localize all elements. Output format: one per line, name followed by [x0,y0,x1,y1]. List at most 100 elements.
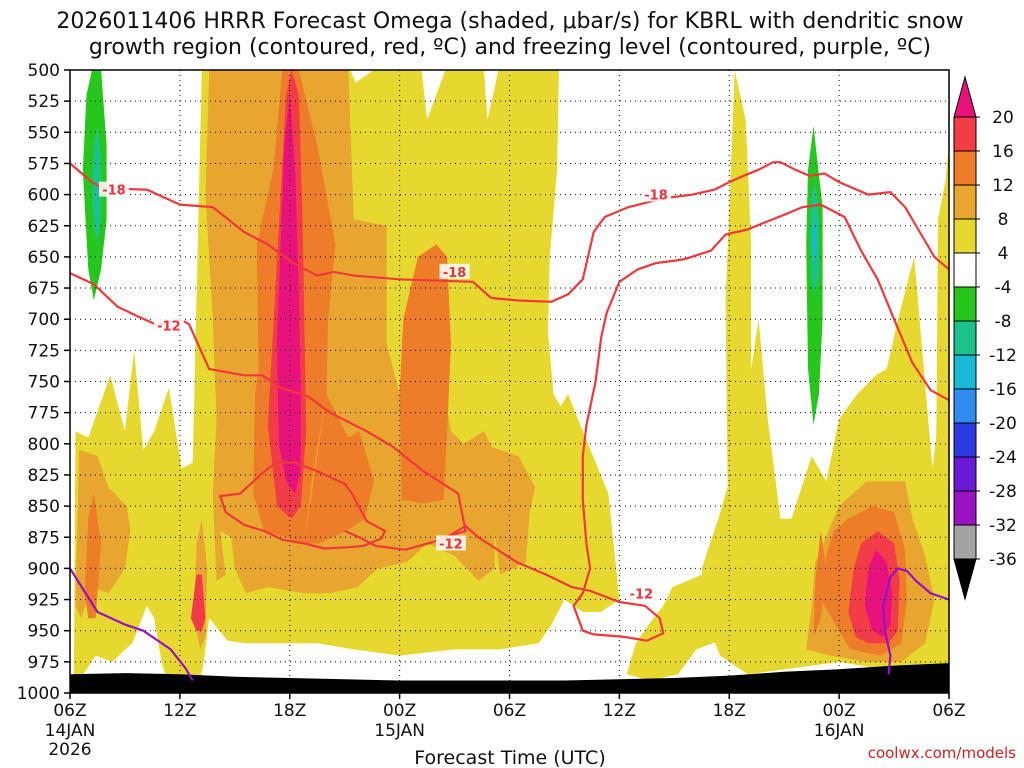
colorbar-label: -8 [995,312,1012,332]
y-tick-label: 1000 [17,684,60,704]
y-tick-label: 800 [28,435,60,455]
y-tick-label: 675 [28,279,60,299]
y-tick-label: 525 [28,92,60,112]
x-date-label: 14JAN [45,721,96,741]
colorbar-bottom-arrow [953,558,977,601]
colorbar-band [953,286,977,322]
x-date-label: 15JAN [374,721,425,741]
colorbar-label: 12 [992,176,1014,196]
y-tick-label: 850 [28,497,60,517]
plot-area: -18 -12 -18 -18 -12 -12 [69,69,950,694]
colorbar-label: 20 [992,108,1014,128]
y-tick-label: 500 [28,61,60,81]
y-tick-label: 950 [28,622,60,642]
contour-label: -12 [157,319,181,334]
x-tick-label: 18Z [273,701,306,721]
omega-orange-lower [304,394,374,544]
colorbar-label: -20 [989,414,1017,434]
y-tick-label: 825 [28,466,60,486]
omega-orange-mid [399,244,451,504]
omega-magenta-right [864,549,893,637]
colorbar: 20 16 12 8 4 -4 -8 -12 -16 -20 -24 -28 -32 -36 [953,75,1017,601]
y-tick-label: 575 [28,154,60,174]
credit-text: coolwx.com/models [868,744,1016,762]
colorbar-band [953,354,977,390]
omega-red-left-small [190,574,206,631]
contour-labels: -18 -12 -18 -18 -12 -12 [98,181,671,602]
y-tick-label: 925 [28,591,60,611]
contour-minus18 [69,161,950,303]
contour-label: -18 [644,189,668,204]
colorbar-band [953,116,977,152]
colorbar-label: 16 [992,142,1014,162]
y-tick-label: 875 [28,528,60,548]
y-tick-label: 700 [28,310,60,330]
colorbar-label: 4 [998,244,1009,264]
colorbar-band [953,456,977,492]
contour-label: -12 [439,537,463,552]
omega-orange-right-small [813,531,827,637]
colorbar-band [953,150,977,186]
colorbar-label: -12 [989,346,1017,366]
y-tick-label: 775 [28,404,60,424]
colorbar-label: -24 [989,448,1017,468]
y-tick-label: 900 [28,559,60,579]
y-tick-label: 975 [28,653,60,673]
y-tick-label: 650 [28,248,60,268]
contour-label-bg [641,186,671,202]
contour-freezing-right [882,567,950,675]
colorbar-band [953,524,977,560]
colorbar-band [953,218,977,254]
colorbar-label: -32 [989,516,1017,536]
y-tick-label: 625 [28,217,60,237]
colorbar-band [953,490,977,526]
chart-title-line2: growth region (contoured, red, ºC) and f… [89,35,931,60]
contour-label: -18 [443,266,467,281]
x-tick-label: 12Z [163,701,196,721]
contour-minus12-loop [219,461,387,550]
contour-label-bg [626,585,657,601]
omega-orange-left [84,493,102,619]
colorbar-band [953,320,977,356]
y-tick-label: 600 [28,186,60,206]
x-tick-label: 06Z [53,701,86,721]
omega-lightorange-mid [482,443,536,575]
omega-yellow-right-edge [934,144,949,681]
colorbar-label: 8 [998,210,1009,230]
x-tick-label: 00Z [822,701,855,721]
x-tick-label: 12Z [603,701,636,721]
contour-label-bg [439,263,470,279]
contour-label-bg [435,535,466,551]
colorbar-band [953,422,977,458]
colorbar-band [953,184,977,220]
colorbar-band [953,252,977,288]
contour-label-bg [153,317,184,333]
colorbar-label: -36 [989,550,1017,570]
x-tick-label: 18Z [713,701,746,721]
omega-cyan-right [812,213,817,270]
x-year-label: 2026 [48,740,91,760]
y-tick-label: 550 [28,123,60,143]
y-tick-label: 725 [28,341,60,361]
x-tick-label: 00Z [383,701,416,721]
contour-label: -12 [630,587,654,602]
contour-minus12-lower [448,203,950,642]
contour-freezing-left [69,567,194,682]
x-tick-label: 06Z [932,701,965,721]
contour-label: -18 [102,184,126,199]
colorbar-top-arrow [953,75,977,118]
chart-title-line1: 2026011406 HRRR Forecast Omega (shaded, … [56,9,963,34]
colorbar-label: -4 [995,278,1012,298]
colorbar-label: -16 [989,380,1017,400]
x-date-label: 16JAN [814,721,865,741]
y-tick-label: 750 [28,373,60,393]
omega-magenta-column [276,94,301,494]
colorbar-label: -28 [989,482,1017,502]
colorbar-band [953,388,977,424]
x-axis-title: Forecast Time (UTC) [414,747,605,768]
contour-label-bg [98,181,129,197]
y-axis: 500 525 550 575 600 625 650 675 700 725 750 775 800 8… [17,61,70,704]
x-tick-label: 06Z [493,701,526,721]
